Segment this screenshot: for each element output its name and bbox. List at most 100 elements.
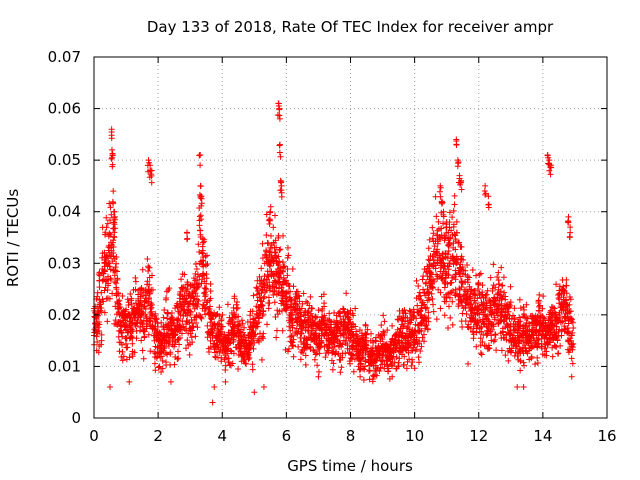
data-point <box>178 276 185 283</box>
data-point <box>275 261 282 268</box>
data-point <box>96 301 103 308</box>
data-point <box>198 216 205 223</box>
data-point <box>147 318 154 325</box>
data-point <box>330 360 337 367</box>
data-point <box>482 182 489 189</box>
data-point <box>505 357 512 364</box>
data-point <box>170 320 177 327</box>
data-point <box>433 213 440 220</box>
data-point <box>116 348 123 355</box>
data-point <box>308 334 315 341</box>
data-point <box>336 356 343 363</box>
data-point <box>276 258 283 265</box>
data-point <box>279 259 286 266</box>
data-point <box>95 319 102 326</box>
data-point <box>291 298 298 305</box>
data-point <box>208 330 215 337</box>
data-point <box>182 298 189 305</box>
data-point <box>94 310 101 317</box>
data-point <box>267 203 274 210</box>
chart-title: Day 133 of 2018, Rate Of TEC Index for r… <box>147 18 554 36</box>
data-point <box>234 304 241 311</box>
data-point <box>296 293 303 300</box>
data-point <box>118 330 125 337</box>
data-point <box>349 351 356 358</box>
data-point <box>413 277 420 284</box>
data-point <box>419 276 426 283</box>
grid <box>94 57 607 418</box>
data-point <box>192 333 199 340</box>
data-point <box>187 309 194 316</box>
data-point <box>304 341 311 348</box>
data-point <box>166 285 173 292</box>
data-point <box>278 297 285 304</box>
data-point <box>138 311 145 318</box>
data-point <box>277 246 284 253</box>
data-point <box>180 307 187 314</box>
data-point <box>118 353 125 360</box>
data-point <box>144 281 151 288</box>
data-point <box>203 271 210 278</box>
data-point <box>206 297 213 304</box>
data-point <box>517 367 524 374</box>
data-point <box>289 266 296 273</box>
data-point <box>337 340 344 347</box>
data-point <box>159 357 166 364</box>
data-point <box>243 346 250 353</box>
data-point <box>416 359 423 366</box>
x-tick-label: 12 <box>469 427 488 445</box>
data-point <box>324 347 331 354</box>
data-point <box>300 290 307 297</box>
data-point <box>267 263 274 270</box>
data-point <box>368 330 375 337</box>
data-point <box>362 322 369 329</box>
x-axis-label: GPS time / hours <box>287 457 413 475</box>
data-point <box>96 328 103 335</box>
data-point <box>280 268 287 275</box>
data-point <box>103 224 110 231</box>
data-point <box>273 252 280 259</box>
data-point <box>205 306 212 313</box>
data-point <box>187 330 194 337</box>
data-point <box>304 309 311 316</box>
data-point <box>338 364 345 371</box>
data-point <box>343 290 350 297</box>
data-point <box>246 326 253 333</box>
data-point <box>279 292 286 299</box>
data-point <box>224 301 231 308</box>
data-point <box>447 314 454 321</box>
data-point <box>314 362 321 369</box>
data-point <box>493 347 500 354</box>
data-point <box>116 297 123 304</box>
data-point <box>172 332 179 339</box>
data-point <box>197 152 204 159</box>
data-point <box>184 337 191 344</box>
data-point <box>218 358 225 365</box>
data-point <box>490 261 497 268</box>
data-point <box>265 305 272 312</box>
data-point <box>263 232 270 239</box>
data-point <box>171 361 178 368</box>
data-point <box>153 334 160 341</box>
data-point <box>238 317 245 324</box>
data-point <box>253 284 260 291</box>
data-point <box>169 315 176 322</box>
data-point <box>105 233 112 240</box>
data-point <box>507 283 514 290</box>
data-point <box>128 295 135 302</box>
data-point <box>118 313 125 320</box>
data-point <box>266 300 273 307</box>
data-point <box>115 300 122 307</box>
data-point <box>388 362 395 369</box>
data-point <box>361 366 368 373</box>
data-point <box>167 378 174 385</box>
data-point <box>95 324 102 331</box>
data-point <box>325 336 332 343</box>
data-point <box>152 310 159 317</box>
data-point <box>445 303 452 310</box>
data-point <box>107 217 114 224</box>
data-point <box>132 274 139 281</box>
x-tick-label: 2 <box>153 427 163 445</box>
data-point <box>117 303 124 310</box>
x-tick-label: 16 <box>597 427 616 445</box>
